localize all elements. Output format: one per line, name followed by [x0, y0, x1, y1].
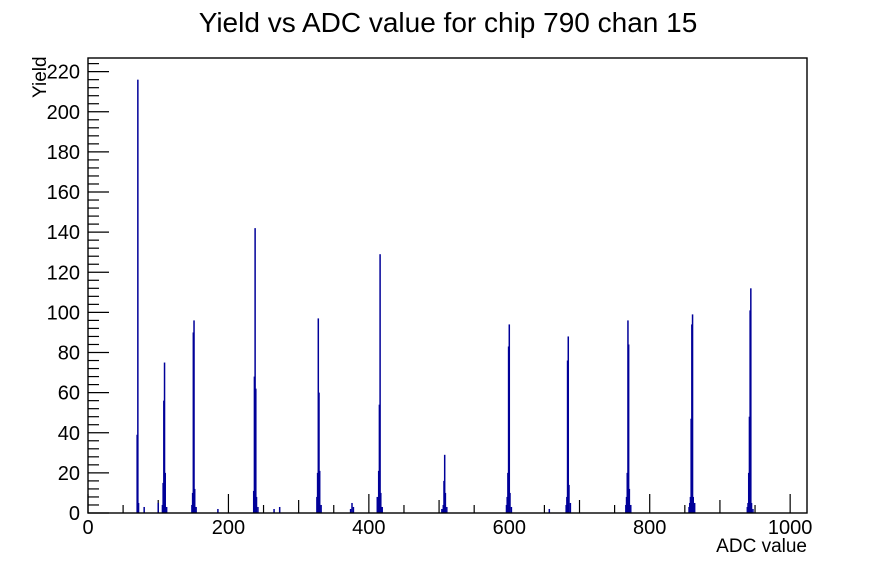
histogram-bin: [163, 362, 166, 513]
histogram-bin: [441, 508, 443, 513]
histogram-bin: [693, 502, 696, 513]
y-axis-title: Yield: [30, 56, 51, 98]
y-tick-label: 200: [47, 102, 80, 124]
histogram-bin: [509, 492, 511, 513]
histogram-bin: [627, 344, 630, 513]
histogram-bin: [273, 508, 275, 513]
y-tick-label: 100: [47, 302, 80, 324]
histogram-bin: [193, 320, 195, 513]
y-tick-label: 60: [58, 383, 80, 405]
histogram-bin: [630, 504, 632, 513]
x-tick-label: 0: [82, 517, 93, 539]
histogram-bin: [157, 502, 159, 513]
histogram-bin: [255, 496, 258, 513]
histogram-bin: [352, 506, 355, 513]
histogram-bin: [750, 288, 752, 513]
histogram-bin: [257, 506, 259, 513]
x-tick-label: 200: [212, 517, 245, 539]
plot-frame: [87, 57, 808, 514]
histogram-bin: [752, 508, 754, 513]
x-tick-label: 1000: [768, 517, 813, 539]
y-tick-label: 220: [47, 62, 80, 84]
histogram-bin: [193, 488, 196, 513]
histogram-bars: [136, 79, 754, 514]
histogram-bin: [254, 228, 256, 513]
y-tick-label: 20: [58, 463, 80, 485]
histogram-bin: [318, 392, 320, 513]
histogram-bin: [255, 388, 257, 513]
histogram-bin: [217, 508, 219, 513]
histogram-bin: [443, 454, 446, 513]
histogram-bin: [691, 314, 694, 513]
histogram-bin: [143, 506, 145, 513]
y-tick-label: 180: [47, 142, 80, 164]
histogram-bin: [548, 508, 551, 513]
histogram-bin: [569, 502, 572, 513]
y-tick-label: 160: [47, 182, 80, 204]
y-tick-label: 0: [69, 503, 80, 525]
histogram-bin: [567, 336, 570, 513]
x-tick-label: 800: [633, 517, 666, 539]
histogram-bin: [446, 506, 448, 513]
histogram-bin: [318, 470, 321, 513]
histogram-bin: [444, 492, 447, 513]
histogram-bin: [750, 502, 753, 513]
histogram-bin: [376, 496, 379, 513]
y-tick-label: 120: [47, 262, 80, 284]
chart-title: Yield vs ADC value for chip 790 chan 15: [198, 7, 698, 38]
histogram-bin: [379, 254, 381, 513]
x-tick-label: 400: [352, 517, 385, 539]
histogram-bin: [381, 506, 383, 513]
histogram-bin: [137, 502, 140, 513]
x-tick-label: 600: [493, 517, 526, 539]
histogram-bin: [195, 506, 197, 513]
histogram-bin: [508, 324, 511, 513]
histogram-bin: [568, 484, 570, 513]
histogram-bin: [628, 488, 631, 513]
y-axis-ticks: 0 20 40 60 80 100 120 140 160 180 200 220: [47, 62, 109, 525]
histogram-bin: [510, 506, 513, 513]
histogram-bin: [351, 502, 353, 513]
histogram-bin: [692, 496, 695, 513]
y-tick-label: 140: [47, 222, 80, 244]
histogram-bin: [137, 79, 139, 514]
histogram-bin: [165, 506, 168, 513]
histogram-bin: [380, 492, 382, 513]
x-axis-title: ADC value: [716, 536, 807, 557]
y-tick-label: 80: [58, 343, 80, 365]
histogram-bin: [349, 508, 352, 513]
histogram-bin: [278, 506, 281, 513]
histogram-bin: [164, 472, 166, 513]
histogram-bin: [320, 504, 322, 513]
y-tick-label: 40: [58, 423, 80, 445]
